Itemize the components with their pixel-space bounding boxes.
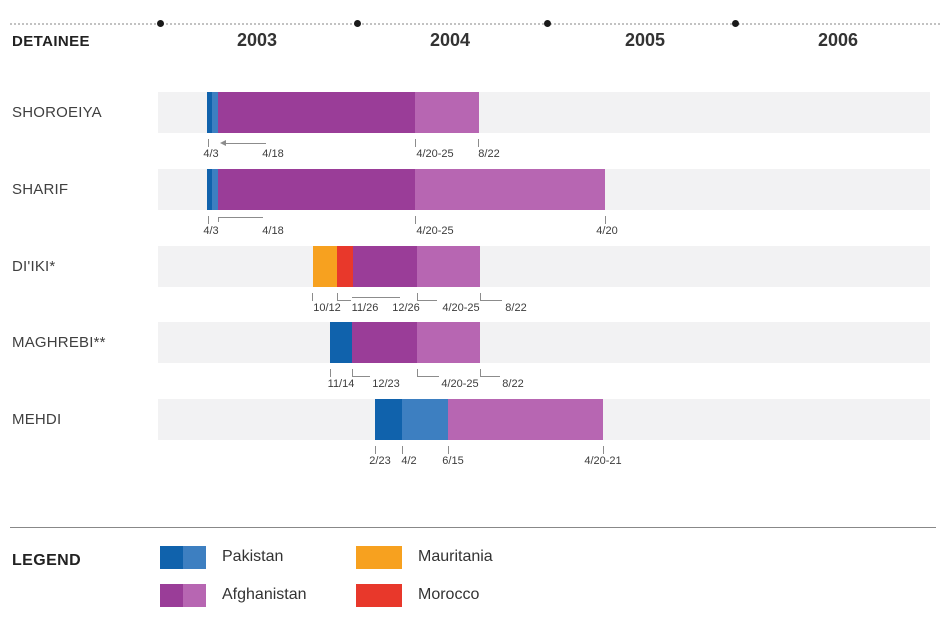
date-label: 4/2: [401, 455, 417, 467]
segment-afghanistan-light: [417, 322, 480, 363]
date-tick: [415, 216, 416, 224]
arrow-line: [225, 143, 266, 144]
segment-pakistan-light: [212, 169, 218, 210]
swatch-color: [356, 584, 402, 607]
date-label: 4/18: [262, 148, 284, 160]
legend-label: Pakistan: [222, 548, 284, 565]
date-leader-bracket: [417, 369, 439, 377]
row-track: [158, 246, 930, 287]
legend-label: Mauritania: [418, 548, 493, 565]
date-leader-bracket: [337, 293, 351, 301]
row-track: [158, 322, 930, 363]
detainee-column-header: DETAINEE: [12, 33, 90, 50]
date-leader-hook: [218, 217, 263, 222]
year-start-dot: [157, 20, 164, 27]
date-label: 4/18: [262, 225, 284, 237]
year-start-dot: [354, 20, 361, 27]
date-label: 4/20-25: [416, 148, 454, 160]
date-tick: [478, 139, 479, 147]
segment-pakistan-dark: [330, 322, 352, 363]
segment-mauritania-solid: [313, 246, 337, 287]
year-label: 2005: [624, 30, 666, 50]
segment-afghanistan-dark: [353, 246, 417, 287]
date-label: 12/26: [392, 302, 420, 314]
swatch-color: [160, 584, 183, 607]
segment-afghanistan-dark: [218, 92, 415, 133]
detainee-name: MEHDI: [12, 411, 62, 428]
legend-swatch-afghanistan: [160, 584, 206, 607]
segment-pakistan-dark: [375, 399, 402, 440]
segment-afghanistan-dark: [352, 322, 417, 363]
legend-swatch-morocco: [356, 584, 402, 607]
date-tick: [312, 293, 313, 301]
date-tick: [415, 139, 416, 147]
date-label: 8/22: [505, 302, 527, 314]
date-label: 11/26: [351, 302, 379, 314]
date-label: 2/23: [369, 455, 391, 467]
legend-divider: [10, 527, 936, 528]
swatch-color: [183, 546, 206, 569]
date-label: 11/14: [327, 378, 355, 390]
segment-afghanistan-light: [448, 399, 603, 440]
date-leader-line: [352, 297, 400, 298]
date-tick: [208, 216, 209, 224]
date-label: 8/22: [478, 148, 500, 160]
date-label: 12/23: [372, 378, 400, 390]
date-label: 4/20-25: [416, 225, 454, 237]
segment-pakistan-light: [402, 399, 448, 440]
date-tick: [330, 369, 331, 377]
date-label: 4/20-25: [442, 302, 480, 314]
date-label: 10/12: [313, 302, 341, 314]
date-leader-bracket: [417, 293, 437, 301]
year-start-dot: [732, 20, 739, 27]
date-label: 4/20-21: [584, 455, 622, 467]
segment-afghanistan-light: [415, 169, 605, 210]
legend-swatch-pakistan: [160, 546, 206, 569]
segment-afghanistan-light: [415, 92, 479, 133]
date-tick: [603, 446, 604, 454]
date-label: 4/20: [596, 225, 618, 237]
date-label: 6/15: [442, 455, 464, 467]
date-tick: [448, 446, 449, 454]
legend-label: Morocco: [418, 586, 480, 603]
segment-morocco-solid: [337, 246, 353, 287]
swatch-color: [183, 584, 206, 607]
date-label: 4/3: [203, 225, 219, 237]
segment-afghanistan-dark: [218, 169, 415, 210]
date-tick: [605, 216, 606, 224]
segment-pakistan-dark: [207, 92, 212, 133]
date-range-arrow: [220, 140, 266, 147]
swatch-color: [160, 546, 183, 569]
segment-afghanistan-light: [417, 246, 480, 287]
date-label: 8/22: [502, 378, 524, 390]
swatch-color: [356, 546, 402, 569]
legend-swatch-mauritania: [356, 546, 402, 569]
detainee-name: MAGHREBI**: [12, 334, 106, 351]
arrow-head-icon: [220, 140, 226, 146]
date-label: 4/20-25: [441, 378, 479, 390]
detainee-name: DI'IKI*: [12, 258, 56, 275]
date-leader-bracket: [480, 293, 502, 301]
date-leader-bracket: [480, 369, 500, 377]
detainee-name: SHARIF: [12, 181, 69, 198]
segment-pakistan-light: [212, 92, 218, 133]
detainee-name: SHOROEIYA: [12, 104, 102, 121]
year-label: 2004: [429, 30, 471, 50]
legend-label: Afghanistan: [222, 586, 307, 603]
date-tick: [402, 446, 403, 454]
date-label: 4/3: [203, 148, 219, 160]
date-tick: [208, 139, 209, 147]
legend-title: LEGEND: [12, 552, 82, 569]
timeline-axis-line: [10, 23, 940, 25]
date-leader-bracket: [352, 369, 370, 377]
year-start-dot: [544, 20, 551, 27]
date-tick: [375, 446, 376, 454]
year-label: 2006: [817, 30, 859, 50]
segment-pakistan-dark: [207, 169, 212, 210]
year-label: 2003: [236, 30, 278, 50]
